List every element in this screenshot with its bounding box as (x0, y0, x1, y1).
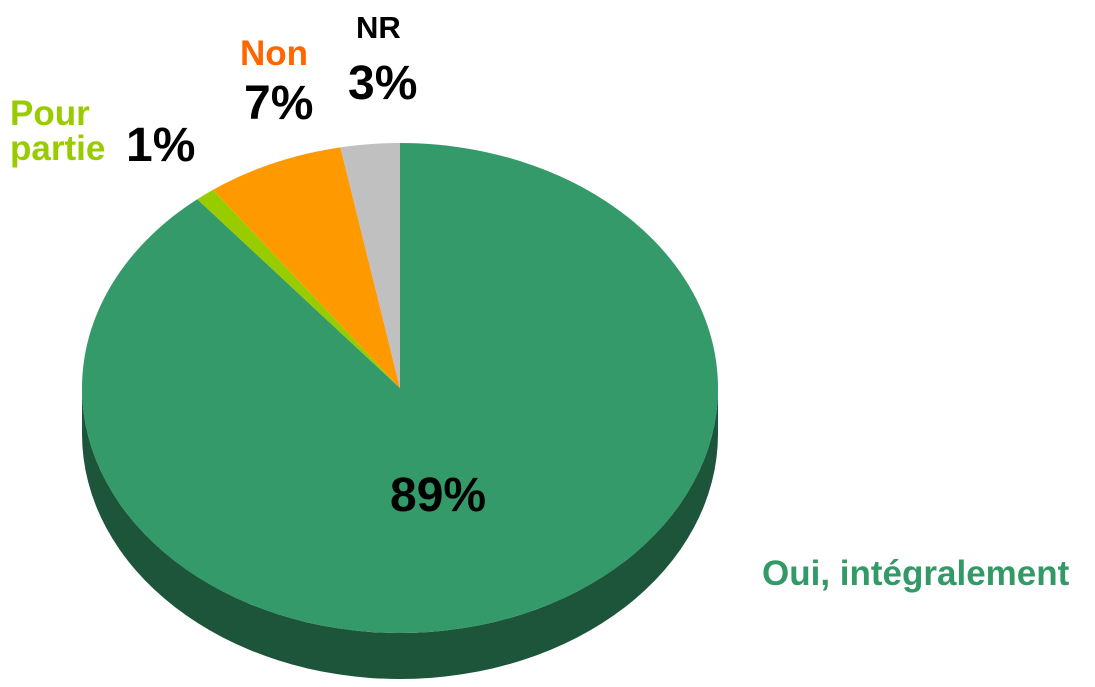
pie-slice (81, 143, 719, 634)
value-label: 1% (126, 119, 196, 172)
value-label: 89% (390, 469, 487, 522)
value-label: 7% (244, 77, 314, 130)
pie-slice (197, 189, 400, 388)
category-label: Pour partie (10, 94, 106, 168)
category-label: Oui, intégralement (762, 554, 1070, 593)
pie-side (82, 388, 718, 679)
value-label: 3% (348, 57, 418, 110)
category-label: NR (356, 10, 401, 45)
pie-slice (340, 143, 400, 388)
pie-slice (213, 147, 400, 388)
category-label: Non (240, 34, 309, 73)
